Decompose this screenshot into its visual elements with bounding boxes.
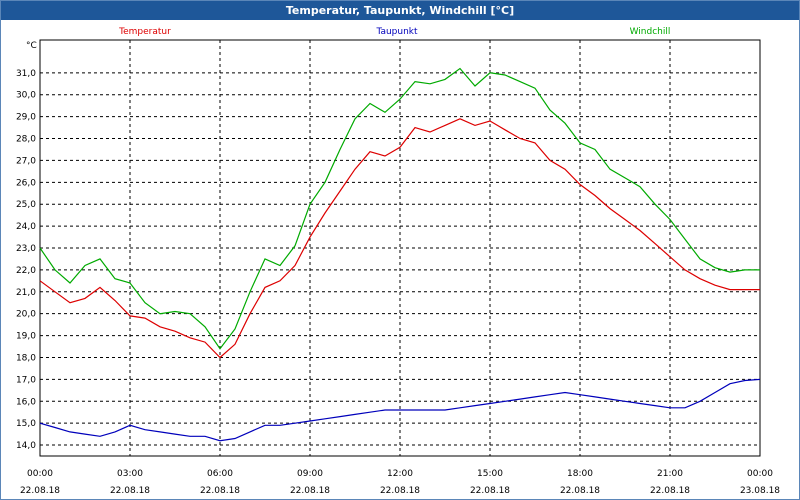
- x-tick-time: 18:00: [567, 469, 593, 479]
- x-tick-date: 22.08.18: [110, 486, 150, 496]
- x-tick-date: 22.08.18: [290, 486, 330, 496]
- y-tick-label: 29,0: [16, 113, 36, 123]
- series-line-taupunkt: [39, 378, 761, 442]
- series-lines: [39, 67, 761, 442]
- x-tick-time: 03:00: [117, 469, 143, 479]
- y-tick-label: 25,0: [16, 200, 36, 210]
- y-tick-label: 21,0: [16, 288, 36, 298]
- y-tick-label: 19,0: [16, 332, 36, 342]
- chart-title: Temperatur, Taupunkt, Windchill [°C]: [1, 1, 799, 20]
- x-tick-time: 06:00: [207, 469, 233, 479]
- y-tick-label: 15,0: [16, 419, 36, 429]
- legend-entry: Windchill: [630, 27, 671, 37]
- y-tick-label: 18,0: [16, 353, 36, 363]
- x-tick-time: 00:00: [747, 469, 773, 479]
- grid-lines: [40, 40, 760, 456]
- y-tick-label: 31,0: [16, 69, 36, 79]
- y-tick-label: 20,0: [16, 310, 36, 320]
- y-tick-label: 23,0: [16, 244, 36, 254]
- x-tick-time: 00:00: [27, 469, 53, 479]
- x-tick-labels: 00:00 22.08.18 03:00 22.08.18 06:00 22.08.18 0…: [20, 469, 780, 496]
- series-line-temperatur: [39, 118, 760, 359]
- x-tick-time: 15:00: [477, 469, 503, 479]
- y-tick-label: 17,0: [16, 375, 36, 385]
- y-tick-label: 24,0: [16, 222, 36, 232]
- y-axis-label: °C: [26, 41, 37, 51]
- x-tick-date: 22.08.18: [20, 486, 60, 496]
- legend-entry: Taupunkt: [375, 27, 418, 37]
- y-tick-labels: 14,0 15,0 16,0 17,0 18,0 19,0 20,0 21,0 22,0 23,0…: [16, 69, 36, 451]
- x-tick-time: 21:00: [657, 469, 683, 479]
- y-tick-label: 14,0: [16, 441, 36, 451]
- x-tick-date: 22.08.18: [380, 486, 420, 496]
- x-tick-date: 22.08.18: [470, 486, 510, 496]
- x-tick-date: 22.08.18: [560, 486, 600, 496]
- x-tick-date: 22.08.18: [200, 486, 240, 496]
- x-tick-time: 09:00: [297, 469, 323, 479]
- x-tick-time: 12:00: [387, 469, 413, 479]
- y-tick-label: 26,0: [16, 178, 36, 188]
- y-tick-label: 28,0: [16, 135, 36, 145]
- x-tick-date: 23.08.18: [740, 486, 780, 496]
- legend-entry: Temperatur: [118, 27, 171, 37]
- y-tick-label: 16,0: [16, 397, 36, 407]
- y-tick-label: 22,0: [16, 266, 36, 276]
- y-tick-label: 30,0: [16, 91, 36, 101]
- series-line-windchill: [39, 67, 760, 350]
- legend: Temperatur Taupunkt Windchill: [118, 27, 670, 37]
- y-tick-label: 27,0: [16, 156, 36, 166]
- x-tick-date: 22.08.18: [650, 486, 690, 496]
